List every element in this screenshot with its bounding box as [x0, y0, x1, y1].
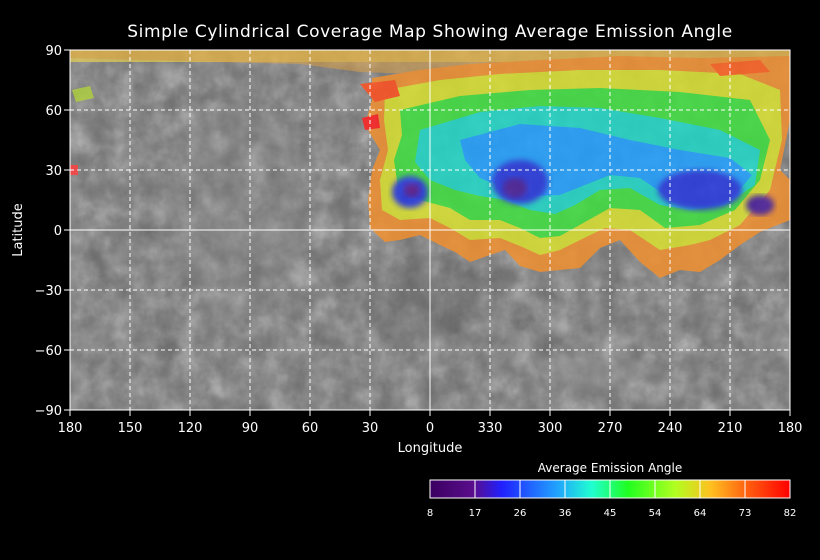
x-tick-label: 150 — [118, 421, 143, 436]
colorbar-tick-label: 36 — [559, 508, 572, 519]
x-tick-label: 0 — [426, 421, 434, 436]
colorbar-tick-label: 17 — [469, 508, 482, 519]
x-tick-label: 330 — [478, 421, 503, 436]
y-tick-label: −90 — [35, 404, 62, 419]
x-tick-label: 240 — [658, 421, 683, 436]
x-tick-label: 300 — [538, 421, 563, 436]
colorbar-tick-label: 73 — [739, 508, 752, 519]
x-tick-label: 180 — [58, 421, 83, 436]
colorbar-tick-label: 45 — [604, 508, 617, 519]
colorbar-tick-label: 54 — [649, 508, 662, 519]
colorbar-tick-label: 8 — [427, 508, 433, 519]
x-tick-label: 90 — [242, 421, 259, 436]
colorbar-title: Average Emission Angle — [538, 461, 682, 475]
colorbar-tick-label: 26 — [514, 508, 527, 519]
colorbar-ticks: 8 17 26 36 45 54 64 73 82 — [427, 480, 797, 519]
x-tick-label: 270 — [598, 421, 623, 436]
x-axis-ticks: 180 150 120 90 60 30 0 330 300 270 240 210 180 — [58, 410, 803, 436]
y-tick-label: 60 — [45, 104, 62, 119]
colorbar: Average Emission Angle 8 17 26 36 45 54 64 73 82 — [427, 461, 797, 519]
map-grid — [70, 50, 790, 410]
colorbar-tick-label: 64 — [694, 508, 707, 519]
y-axis-label: Latitude — [11, 203, 26, 257]
y-tick-label: −30 — [35, 284, 62, 299]
y-tick-label: −60 — [35, 344, 62, 359]
y-axis-ticks: 90 60 30 0 −30 −60 −90 — [35, 44, 70, 419]
x-tick-label: 210 — [718, 421, 743, 436]
x-tick-label: 30 — [362, 421, 379, 436]
y-tick-label: 0 — [54, 224, 62, 239]
y-tick-label: 90 — [45, 44, 62, 59]
y-tick-label: 30 — [45, 164, 62, 179]
x-tick-label: 60 — [302, 421, 319, 436]
x-tick-label: 180 — [778, 421, 803, 436]
colorbar-tick-label: 82 — [784, 508, 797, 519]
x-tick-label: 120 — [178, 421, 203, 436]
map-title: Simple Cylindrical Coverage Map Showing … — [127, 22, 733, 42]
x-axis-label: Longitude — [398, 441, 463, 456]
